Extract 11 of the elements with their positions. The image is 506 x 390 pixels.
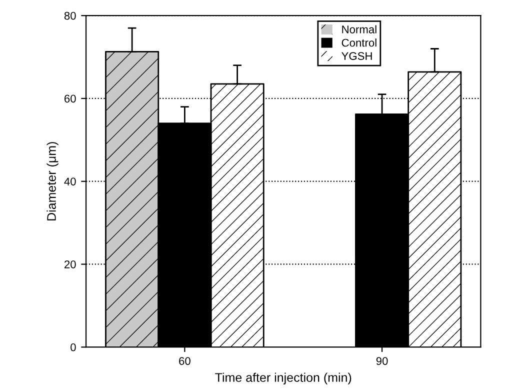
y-tick-label: 0	[70, 343, 76, 352]
y-tick-label: 60	[64, 94, 76, 103]
y-tick-label: 40	[64, 178, 76, 186]
legend-label: YGSH	[342, 52, 372, 60]
legend-label: Normal	[342, 25, 376, 34]
legend-label: Control	[342, 38, 376, 47]
x-axis-title: Time after injection (min)	[215, 372, 352, 384]
y-tick-label: 20	[64, 260, 76, 268]
y-tick-label: 80	[64, 12, 76, 20]
x-tick-label: 90	[376, 357, 388, 365]
y-axis-title: Diameter (μm)	[46, 142, 58, 220]
